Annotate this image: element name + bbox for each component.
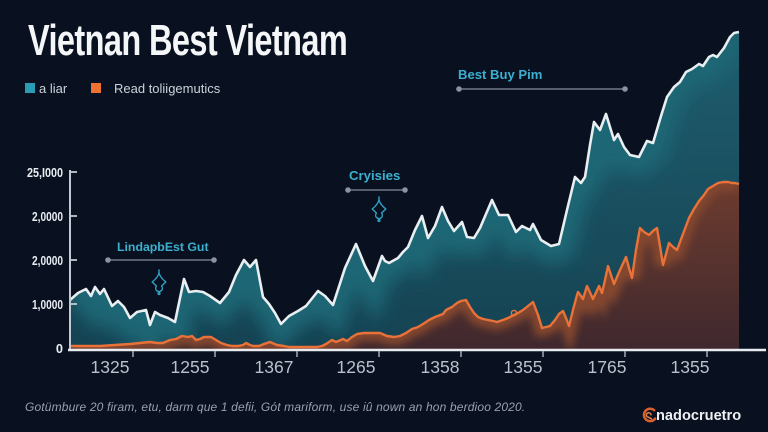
svg-text:1355: 1355 [671, 357, 710, 377]
svg-text:1325: 1325 [91, 357, 130, 377]
svg-text:Best Buy Pim: Best Buy Pim [458, 67, 542, 82]
svg-text:1,0000: 1,0000 [32, 297, 63, 312]
svg-text:2,0000: 2,0000 [32, 209, 63, 224]
svg-text:25,I000: 25,I000 [27, 165, 63, 180]
svg-text:1265: 1265 [337, 357, 376, 377]
svg-text:Cryisies: Cryisies [349, 168, 400, 183]
svg-text:1765: 1765 [588, 357, 627, 377]
svg-text:1367: 1367 [255, 357, 294, 377]
svg-text:nadocruetro: nadocruetro [656, 408, 741, 424]
svg-text:1355: 1355 [504, 357, 543, 377]
svg-text:0: 0 [56, 341, 63, 356]
svg-text:1255: 1255 [171, 357, 210, 377]
svg-text:2,0000: 2,0000 [32, 253, 63, 268]
svg-text:1358: 1358 [421, 357, 460, 377]
svg-text:LindapbEst Gut: LindapbEst Gut [117, 240, 209, 254]
